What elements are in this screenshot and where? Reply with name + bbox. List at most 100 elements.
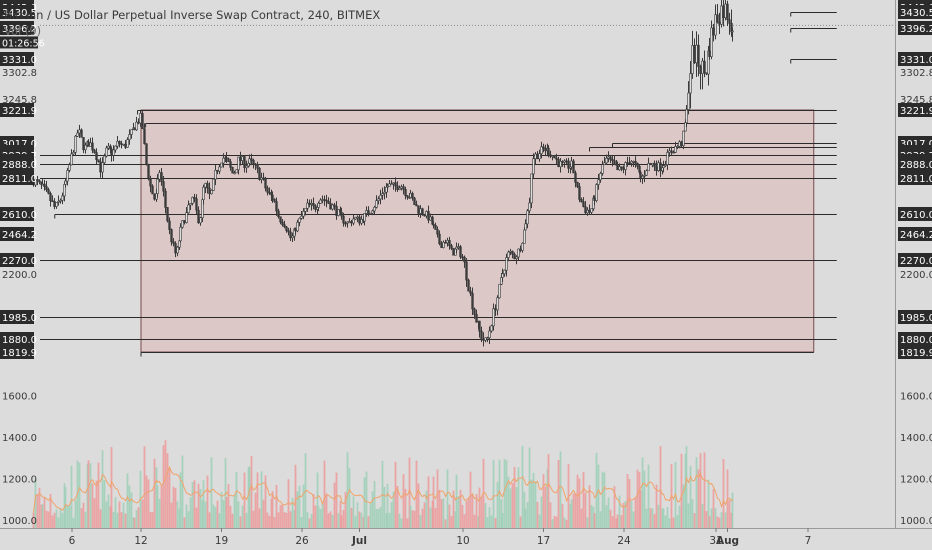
candle-body (440, 243, 443, 248)
volume-bar (354, 516, 357, 528)
candle-body (513, 253, 516, 260)
volume-bar (676, 515, 679, 528)
volume-bar (141, 499, 144, 528)
candle-body (396, 185, 399, 190)
candle-body (406, 195, 409, 198)
candle-body (498, 283, 501, 299)
candle-body (164, 190, 167, 208)
candle-body (363, 213, 366, 222)
candle-body (383, 191, 386, 194)
candle-body (344, 222, 347, 225)
volume-bar (137, 507, 140, 528)
volume-bar (513, 466, 516, 528)
volume-bar (653, 513, 656, 528)
candle-body (133, 127, 136, 131)
volume-bar (262, 499, 265, 528)
volume-bar (250, 456, 253, 528)
candle-body (609, 156, 612, 160)
volume-bar (722, 458, 725, 528)
volume-bar (569, 504, 572, 528)
candle-body (122, 143, 125, 146)
candle-body (172, 241, 175, 244)
volume-bar (672, 517, 675, 528)
range-rectangle[interactable] (140, 109, 815, 353)
volume-bar (149, 512, 152, 528)
volume-bar (406, 518, 409, 528)
volume-bar (618, 495, 621, 528)
candle-body (572, 160, 575, 174)
volume-bar (465, 501, 468, 528)
candle-body (419, 208, 422, 214)
candle-body (333, 204, 336, 207)
volume-bar (641, 457, 644, 528)
volume-bar (287, 479, 290, 528)
candle-body (273, 198, 276, 202)
volume-bar (724, 512, 727, 528)
volume-bar (392, 491, 395, 528)
volume-bar (434, 507, 437, 528)
volume-bar (546, 468, 549, 528)
candle-body (528, 202, 531, 212)
volume-bar (53, 512, 56, 528)
volume-bar (609, 509, 612, 528)
price-tick-left: 3221.9 (2, 106, 37, 117)
candle-body (120, 143, 123, 145)
price-tick-right-bg (898, 310, 932, 324)
volume-bar (682, 484, 685, 528)
candle-body (595, 184, 598, 201)
candle-body (245, 165, 248, 169)
volume-bar (590, 504, 593, 528)
candle-body (110, 148, 113, 156)
volume-bar (344, 491, 347, 528)
volume-bar (394, 461, 397, 528)
volume-bar (367, 516, 370, 528)
volume-bar (239, 516, 242, 528)
candle-body (298, 218, 301, 223)
volume-bar (655, 484, 658, 528)
volume-bar (500, 499, 503, 528)
candle-body (515, 256, 518, 260)
countdown-bg (0, 36, 38, 49)
volume-bar (639, 490, 642, 528)
candle-body (99, 161, 102, 173)
volume-bar (72, 517, 75, 528)
candle-body (534, 153, 537, 160)
candle-body (237, 156, 240, 171)
candle-body (390, 183, 393, 186)
volume-bar (187, 511, 190, 528)
price-axis[interactable]: 3442.03442.03430.53430.53396.23396.23331… (0, 0, 932, 529)
volume-bar (327, 513, 330, 528)
volume-bar (99, 509, 102, 528)
volume-bar (448, 504, 451, 528)
volume-bar (275, 484, 278, 528)
volume-bar (494, 517, 497, 528)
volume-bar (160, 486, 163, 528)
candle-body (107, 145, 110, 149)
price-tick-right: 2270.0 (900, 256, 932, 267)
volume-bar (396, 485, 399, 528)
candle-body (271, 194, 274, 200)
volume-bar (699, 453, 702, 528)
time-tick-label: 17 (537, 535, 550, 547)
volume-bar (536, 501, 539, 528)
volume-bar (542, 474, 545, 528)
candle-body (469, 290, 472, 294)
volume-bar (710, 508, 713, 528)
volume-bar (218, 513, 221, 528)
volume-bar (314, 505, 317, 528)
volume-bar (132, 517, 135, 528)
candle-body (319, 199, 322, 204)
candle-body (158, 172, 161, 180)
volume-bar (582, 471, 585, 528)
volume-indicator-label[interactable]: Vol (9) (4, 24, 42, 38)
candle-body (166, 207, 169, 222)
volume-bar (348, 468, 351, 528)
price-tick-left: 1819.9 (2, 348, 37, 359)
volume-bar (256, 472, 259, 528)
volume-bar (452, 490, 455, 528)
candle-body (452, 248, 455, 256)
horizontal-levels[interactable] (40, 12, 837, 357)
candle-body (570, 160, 573, 168)
